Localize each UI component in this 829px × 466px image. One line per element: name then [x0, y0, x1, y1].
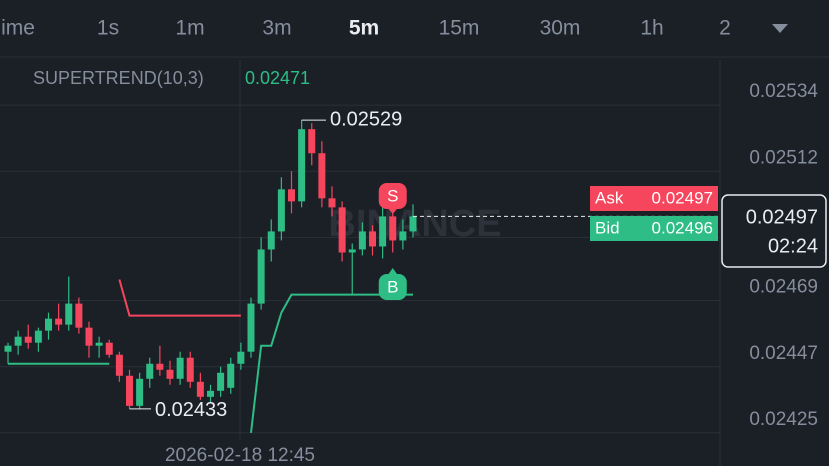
candle-body [126, 375, 133, 406]
timeframe-tab[interactable]: 2 [719, 17, 731, 40]
supertrend-line [118, 279, 241, 317]
price-box-value: 0.02497 [746, 206, 818, 228]
candle-body [166, 369, 174, 379]
timeframe-tab[interactable]: 1m [175, 17, 204, 40]
timeframe-tab[interactable]: 5m [349, 17, 379, 40]
buy-signal-pointer [387, 268, 398, 275]
candle-body [115, 354, 123, 376]
candle-body [85, 327, 93, 346]
timeframe-tab[interactable]: 3m [262, 17, 291, 40]
ask-value: 0.02497 [652, 188, 713, 207]
buy-signal-text: B [387, 277, 398, 296]
y-tick-label: 0.02512 [749, 147, 818, 168]
candle-body [55, 318, 63, 325]
candle-body [369, 231, 376, 247]
candle-body [227, 363, 235, 388]
candle-body [65, 303, 73, 325]
candle-body [4, 345, 12, 352]
candle-body [95, 342, 103, 346]
low-label: 0.02433 [155, 399, 227, 421]
candle-body [348, 249, 356, 253]
timeframe-tab[interactable]: 15m [439, 17, 480, 40]
candle-body [328, 198, 336, 208]
candle-body [186, 357, 194, 382]
high-label: 0.02529 [330, 108, 402, 130]
candle-body [399, 231, 407, 241]
candle-body [14, 336, 22, 346]
bid-box [590, 216, 718, 241]
candle-body [308, 129, 316, 154]
candle-body [105, 342, 113, 355]
candle-body [146, 363, 154, 379]
bid-label: Bid [595, 218, 620, 237]
ask-label: Ask [595, 188, 624, 207]
candle-body [75, 303, 83, 328]
sell-signal-text: S [387, 186, 398, 205]
y-tick-label: 0.02469 [749, 277, 818, 298]
candle-body [34, 330, 42, 343]
candle-body [156, 363, 164, 370]
ask-box [590, 186, 718, 211]
y-tick-label: 0.02534 [749, 81, 818, 102]
timeframe-tab[interactable]: ime [1, 17, 35, 40]
candle-body [379, 216, 387, 247]
candle-body [24, 336, 32, 343]
candle-body [409, 216, 417, 232]
candle-body [257, 249, 265, 304]
sell-signal-pointer [387, 208, 398, 214]
candle-body [298, 129, 306, 202]
price-box-countdown: 02:24 [768, 235, 818, 257]
sell-signal [378, 183, 407, 209]
candle-body [176, 357, 184, 379]
candle-body [196, 381, 204, 397]
bid-value: 0.02496 [652, 218, 713, 237]
candle-body [217, 372, 225, 391]
candle-body [288, 189, 295, 202]
indicator-value: 0.02471 [245, 68, 310, 88]
candle-body [338, 207, 346, 253]
dropdown-arrow[interactable] [772, 24, 788, 33]
candle-body [389, 216, 397, 241]
price-box [721, 194, 827, 268]
candle-body [237, 351, 245, 364]
candle-body [207, 390, 214, 397]
y-tick-label: 0.02447 [749, 343, 818, 364]
candle-body [45, 318, 52, 331]
candle-body [136, 378, 144, 406]
x-tick-label: 2026-02-18 12:45 [165, 445, 315, 466]
timeframe-tab[interactable]: 30m [540, 17, 581, 40]
buy-signal [378, 274, 407, 300]
candle-body [358, 231, 366, 250]
timeframe-tab[interactable]: 1s [97, 17, 119, 40]
y-tick-label: 0.02425 [749, 409, 818, 430]
candle-body [247, 303, 255, 352]
indicator-label: SUPERTREND(10,3) [33, 68, 204, 88]
timeframe-tab[interactable]: 1h [640, 17, 663, 40]
candle-body [267, 231, 275, 250]
candle-body [277, 189, 285, 232]
candle-body [318, 153, 326, 199]
